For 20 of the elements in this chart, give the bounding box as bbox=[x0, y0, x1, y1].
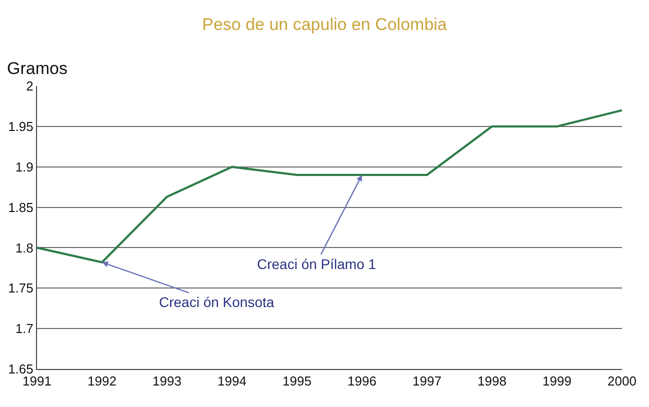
annotation: Creaci ón Pílamo 1 bbox=[257, 256, 376, 272]
x-tick-label: 2000 bbox=[608, 374, 636, 389]
x-tick-label: 1998 bbox=[478, 374, 506, 389]
y-tick-label: 1.7 bbox=[15, 321, 34, 336]
y-tick-label: 1.95 bbox=[8, 118, 34, 134]
x-tick-label: 1997 bbox=[412, 374, 442, 389]
y-tick-label: 1.75 bbox=[8, 280, 34, 296]
chart-title: Peso de un capulio en Colombia bbox=[202, 15, 448, 34]
y-tick-label: 2 bbox=[26, 78, 34, 94]
x-tick-label: 1992 bbox=[88, 374, 116, 389]
x-tick-label: 1993 bbox=[152, 374, 182, 389]
x-tick-label: 1999 bbox=[542, 374, 572, 389]
annotation: Creaci ón Konsota bbox=[159, 294, 274, 310]
y-tick-label: 1.8 bbox=[15, 240, 34, 256]
x-tick-label: 1995 bbox=[282, 374, 312, 389]
y-tick-label: 1.9 bbox=[15, 159, 34, 174]
x-tick-label: 1994 bbox=[218, 374, 246, 389]
y-tick-label: 1.85 bbox=[8, 200, 34, 215]
y-axis-title: Gramos bbox=[7, 59, 68, 78]
x-tick-label: 1996 bbox=[348, 374, 376, 389]
